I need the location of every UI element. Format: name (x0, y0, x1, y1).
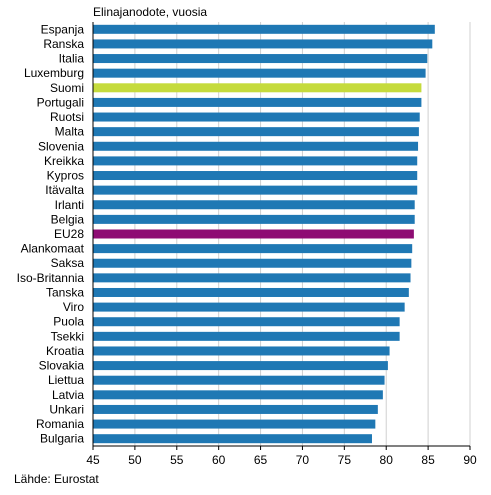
bar (93, 244, 413, 254)
category-label: Portugali (37, 95, 84, 109)
x-tick-label: 75 (338, 453, 352, 467)
x-tick-label: 80 (380, 453, 394, 467)
category-label: Tanska (46, 285, 84, 299)
category-label: Luxemburg (24, 66, 84, 80)
category-label: EU28 (54, 227, 84, 241)
category-label: Irlanti (55, 198, 84, 212)
category-label: Romania (36, 417, 84, 431)
bar (93, 419, 376, 429)
bar (93, 97, 422, 107)
bar (93, 258, 412, 268)
category-label: Unkari (49, 402, 84, 416)
bar (93, 200, 415, 210)
bar (93, 375, 385, 385)
category-label: Iso-Britannia (17, 271, 85, 285)
bar (93, 83, 422, 93)
bar (93, 317, 400, 327)
x-tick-label: 70 (296, 453, 310, 467)
bar (93, 331, 400, 341)
category-label: Puola (53, 315, 84, 329)
category-label: Espanja (41, 22, 85, 36)
category-label: Kroatia (46, 344, 84, 358)
x-tick-label: 45 (86, 453, 100, 467)
category-label: Kreikka (44, 154, 84, 168)
x-tick-label: 85 (421, 453, 435, 467)
source-note: Lähde: Eurostat (14, 472, 99, 486)
bar (93, 214, 415, 224)
chart-title: Elinajanodote, vuosia (93, 5, 208, 19)
x-tick-label: 90 (463, 453, 477, 467)
category-label: Ranska (43, 37, 84, 51)
bar (93, 127, 419, 137)
bar (93, 346, 390, 356)
category-label: Liettua (48, 373, 84, 387)
category-label: Latvia (52, 388, 84, 402)
category-label: Ruotsi (50, 110, 84, 124)
bar (93, 39, 433, 49)
bar (93, 24, 435, 34)
bar (93, 287, 409, 297)
category-label: Malta (55, 125, 85, 139)
category-label: Italia (59, 52, 85, 66)
category-label: Suomi (50, 81, 84, 95)
x-tick-label: 60 (212, 453, 226, 467)
bar (93, 302, 405, 312)
category-label: Alankomaat (21, 242, 85, 256)
category-label: Slovenia (38, 139, 84, 153)
bar (93, 68, 426, 78)
bar (93, 141, 419, 151)
category-label: Bulgaria (40, 432, 84, 446)
category-label: Kypros (47, 169, 84, 183)
bar (93, 229, 414, 239)
category-label: Slovakia (39, 359, 85, 373)
bar (93, 390, 383, 400)
bar (93, 112, 420, 122)
bar (93, 171, 418, 181)
bar (93, 54, 428, 64)
category-label: Belgia (51, 212, 85, 226)
bar (93, 185, 418, 195)
x-tick-label: 55 (170, 453, 184, 467)
category-label: Saksa (51, 256, 85, 270)
x-tick-label: 65 (254, 453, 268, 467)
bar (93, 361, 388, 371)
bar (93, 404, 378, 414)
category-label: Tsekki (51, 329, 84, 343)
bar (93, 434, 372, 444)
category-label: Itävalta (45, 183, 84, 197)
bar (93, 156, 418, 166)
category-label: Viro (63, 300, 84, 314)
bar (93, 273, 411, 283)
x-tick-label: 50 (128, 453, 142, 467)
